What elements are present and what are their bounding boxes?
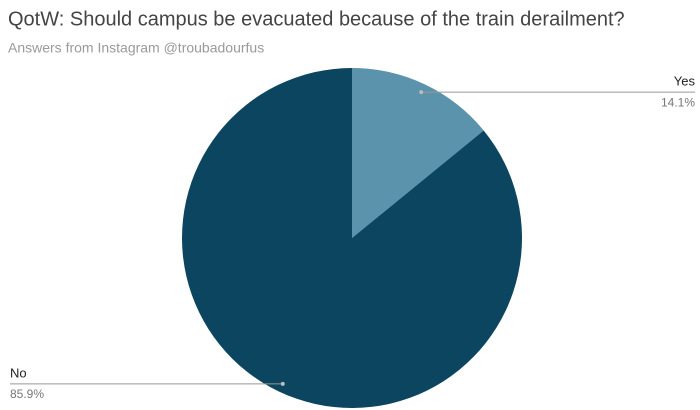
leader-dot [419, 90, 424, 95]
chart-subtitle: Answers from Instagram @troubadourfus [8, 40, 264, 56]
legend-label: No [10, 365, 27, 380]
value-label: 85.9% [10, 387, 44, 401]
pie-slice [182, 68, 523, 408]
chart-title: QotW: Should campus be evacuated because… [8, 8, 625, 30]
legend-label: Yes [674, 74, 696, 89]
value-label: 14.1% [661, 95, 695, 109]
leader-dot [280, 381, 285, 386]
pie-slice [352, 68, 484, 238]
